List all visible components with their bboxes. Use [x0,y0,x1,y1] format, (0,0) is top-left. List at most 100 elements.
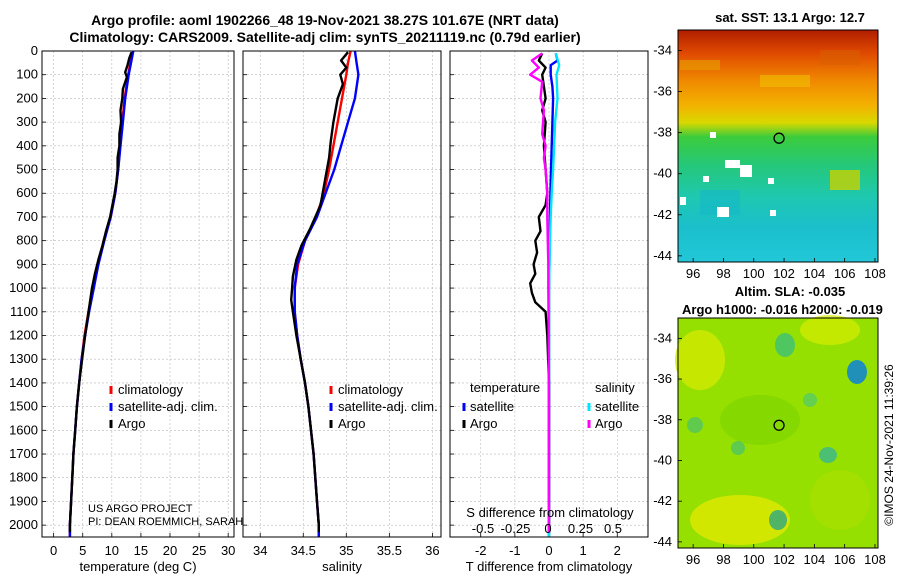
title-line-2: Climatology: CARS2009. Satellite-adj cli… [69,29,581,45]
series-line-salinity-argo [529,52,551,533]
map-y-tick-label: -34 [653,330,672,345]
series-group [290,51,360,537]
y-tick-label: 500 [16,162,38,177]
sla-map-title: Altim. SLA: -0.035 [735,284,846,299]
figure-title: Argo profile: aoml 1902266_48 19-Nov-202… [0,12,650,46]
sla-map-frame [677,317,879,549]
x-tick-label: 1 [580,543,587,558]
y-tick-label: 1300 [9,351,38,366]
map-x-tick-label: 98 [716,552,730,567]
x-tick-label: 0 [50,543,57,558]
legend-label: Argo [118,416,145,431]
temperature-panel: 0100200300400500600700800900100011001200… [9,43,243,574]
series-group [68,51,135,537]
sla-map-subtitle: Argo h1000: -0.016 h2000: -0.019 [682,302,883,317]
legend-salinity-title: salinity [595,380,635,395]
x-tick-label: 20 [163,543,177,558]
map-y-tick-label: -40 [653,166,672,181]
map-y-tick-label: -38 [653,412,672,427]
map-y-tick-label: -44 [653,248,672,263]
legend-label: satellite [470,399,514,414]
plot-frame [242,50,442,538]
x-axis-label: temperature (deg C) [79,559,196,574]
map-x-tick-label: 104 [804,552,826,567]
legend-label: Argo [470,416,497,431]
legend-label: satellite-adj. clim. [338,399,438,414]
x-tick-label: 15 [134,543,148,558]
map-x-tick-label: 102 [773,552,795,567]
sla-map-axes: 96 98 100 102 104 106 108 -34 -36 -38 -40 -42 -44 [653,330,886,567]
top-tick-label: 0.5 [604,521,622,536]
x-tick-label: 10 [105,543,119,558]
x-axis-label: T difference from climatology [466,559,633,574]
y-tick-label: 1700 [9,446,38,461]
x-tick-label: 30 [221,543,235,558]
x-axis-label: salinity [322,559,362,574]
map-y-tick-label: -42 [653,493,672,508]
top-tick-label: -0.25 [501,521,531,536]
y-tick-label: 1100 [10,304,38,319]
map-x-tick-label: 108 [864,266,886,281]
x-tick-label: -1 [509,543,521,558]
x-tick-label: 0 [545,543,552,558]
legend-label: climatology [338,382,404,397]
plot-frame [41,50,235,538]
map-x-tick-label: 100 [743,266,765,281]
x-tick-label: 2 [614,543,621,558]
x-tick-label: 25 [192,543,206,558]
map-y-tick-label: -36 [653,371,672,386]
map-y-tick-label: -42 [653,207,672,222]
y-tick-label: 400 [16,138,38,153]
y-tick-label: 1800 [9,470,38,485]
y-tick-label: 1000 [9,280,38,295]
legend-label: satellite [595,399,639,414]
x-tick-label: 36 [425,543,439,558]
top-axis-label: S difference from climatology [466,505,634,520]
x-tick-label: 5 [79,543,86,558]
y-tick-label: 300 [16,114,38,129]
series-line-salinity-satellite [547,53,561,537]
y-tick-label: 1200 [9,327,38,342]
map-x-tick-label: 100 [743,552,765,567]
difference-panel: -2 -1 0 1 2T difference from climatology temp… [449,50,649,574]
map-x-tick-label: 106 [834,266,856,281]
legend-label: Argo [338,416,365,431]
x-tick-label: 34 [253,543,267,558]
y-tick-label: 200 [16,90,38,105]
sst-map-title: sat. SST: 13.1 Argo: 12.7 [715,10,865,25]
y-tick-label: 1400 [9,375,38,390]
legend-label: climatology [118,382,184,397]
plot-frame [449,50,649,538]
imos-credit: ©IMOS 24-Nov-2021 11:39:26 [882,364,896,526]
credit-project: US ARGO PROJECT [88,503,193,515]
map-y-tick-label: -38 [653,125,672,140]
sst-map-frame [677,29,879,263]
sst-texture [680,50,860,217]
argo-position-marker [773,132,785,144]
series-group [529,52,561,537]
map-y-tick-label: -34 [653,43,672,58]
series-line-temperature-satellite [547,53,559,537]
y-tick-label: 100 [16,67,38,82]
map-x-tick-label: 108 [864,552,886,567]
legend-label: Argo [595,416,622,431]
series-line-argo [68,51,133,533]
salinity-panel: 34 34.5 35 35.5 36 salinity climatology satelli… [242,50,442,574]
argo-position-marker [773,419,785,431]
series-line-satellite-adj-clim- [68,51,135,537]
y-tick-label: 1900 [9,493,38,508]
x-tick-label: 34.5 [291,543,316,558]
map-x-tick-label: 106 [834,552,856,567]
y-tick-label: 1600 [9,422,38,437]
top-tick-label: -0.5 [472,521,494,536]
y-tick-label: 900 [16,256,38,271]
map-y-tick-label: -40 [653,452,672,467]
y-tick-label: 600 [16,185,38,200]
x-tick-label: 35.5 [377,543,402,558]
sla-texture [675,315,870,545]
title-line-1: Argo profile: aoml 1902266_48 19-Nov-202… [91,12,559,28]
y-tick-label: 800 [16,233,38,248]
x-tick-label: 35 [339,543,353,558]
map-y-tick-label: -44 [653,534,672,549]
